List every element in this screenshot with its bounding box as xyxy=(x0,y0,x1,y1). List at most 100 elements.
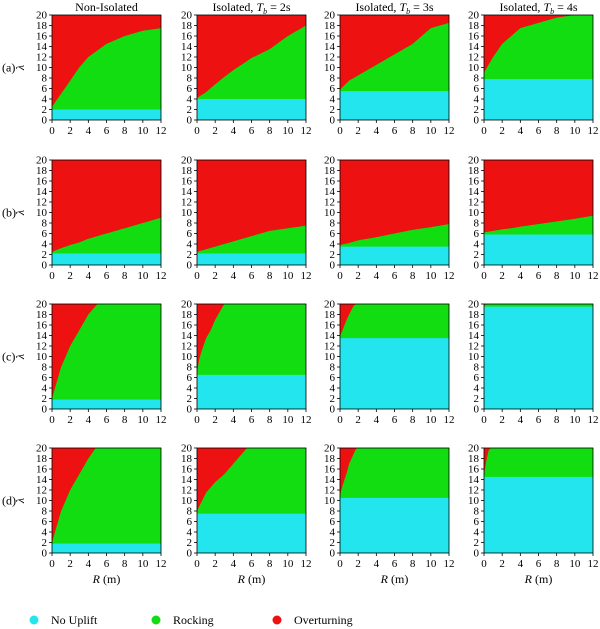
no-uplift-region xyxy=(52,253,161,265)
x-tick-label: 10 xyxy=(282,270,294,282)
x-tick-label: 12 xyxy=(301,125,312,137)
y-tick-label: 18 xyxy=(324,453,336,465)
no-uplift-region xyxy=(340,246,449,265)
x-tick-label: 2 xyxy=(212,558,218,570)
y-tick-label: 16 xyxy=(324,176,336,188)
y-tick-label: 2 xyxy=(42,393,48,405)
y-tick-label: 10 xyxy=(36,62,48,74)
y-tick-label: 2 xyxy=(474,249,480,261)
no-uplift-region xyxy=(197,513,306,553)
x-tick-label: 8 xyxy=(410,270,416,282)
legend-marker-rocking xyxy=(151,615,161,625)
y-tick-label: 20 xyxy=(181,443,193,455)
y-tick-label: 18 xyxy=(36,165,48,177)
y-tick-label: 12 xyxy=(181,341,192,353)
x-tick-label: 8 xyxy=(410,558,416,570)
overturning-region xyxy=(52,448,161,543)
x-tick-label: 10 xyxy=(137,125,149,137)
x-tick-label: 12 xyxy=(301,414,312,426)
y-tick-label: 10 xyxy=(181,495,193,507)
y-tick-label: 20 xyxy=(324,10,336,22)
x-tick-label: 12 xyxy=(444,414,455,426)
x-tick-label: 10 xyxy=(282,558,294,570)
y-tick-label: 6 xyxy=(42,83,48,95)
x-tick-label: 8 xyxy=(410,125,416,137)
y-tick-label: 18 xyxy=(181,309,193,321)
y-tick-label: 10 xyxy=(468,207,480,219)
x-tick-label: 6 xyxy=(392,125,398,137)
y-tick-label: 0 xyxy=(187,260,193,272)
x-tick-label: 6 xyxy=(536,558,542,570)
y-tick-label: 6 xyxy=(187,83,193,95)
legend-label-overturning: Overturning xyxy=(294,613,353,627)
y-tick-label: 12 xyxy=(468,341,479,353)
x-tick-label: 0 xyxy=(481,558,487,570)
y-tick-label: 6 xyxy=(474,83,480,95)
x-tick-label: 2 xyxy=(499,414,505,426)
y-tick-label: 14 xyxy=(36,186,48,198)
y-tick-label: 20 xyxy=(324,443,336,455)
overturning-region xyxy=(484,15,593,73)
x-tick-label: 10 xyxy=(569,414,581,426)
y-tick-label: 16 xyxy=(468,464,480,476)
y-tick-label: 4 xyxy=(187,527,193,539)
x-tick-label: 12 xyxy=(156,270,167,282)
x-axis-label: R (m) xyxy=(92,572,121,586)
x-tick-label: 0 xyxy=(481,270,487,282)
x-tick-label: 10 xyxy=(137,558,149,570)
x-tick-label: 2 xyxy=(355,270,361,282)
y-tick-label: 14 xyxy=(181,330,193,342)
no-uplift-region xyxy=(484,79,593,120)
y-tick-label: 0 xyxy=(474,404,480,416)
y-tick-label: 2 xyxy=(42,249,48,261)
x-tick-label: 2 xyxy=(67,270,73,282)
y-tick-label: 10 xyxy=(324,207,336,219)
overturning-region xyxy=(52,304,161,399)
y-tick-label: 14 xyxy=(36,41,48,53)
y-tick-label: 10 xyxy=(324,62,336,74)
legend-marker-overturning xyxy=(272,615,282,625)
y-tick-label: 20 xyxy=(36,299,48,311)
x-tick-label: 4 xyxy=(518,125,524,137)
y-tick-label: 4 xyxy=(474,383,480,395)
row-label: (d) xyxy=(2,494,16,508)
no-uplift-region xyxy=(340,338,449,409)
y-tick-label: 8 xyxy=(42,73,48,85)
y-tick-label: 10 xyxy=(36,495,48,507)
y-tick-label: 8 xyxy=(42,362,48,374)
y-tick-label: 14 xyxy=(181,186,193,198)
y-tick-label: 6 xyxy=(474,372,480,384)
y-tick-label: 2 xyxy=(330,393,336,405)
y-tick-label: 8 xyxy=(330,218,336,230)
y-tick-label: 8 xyxy=(474,506,480,518)
y-tick-label: 8 xyxy=(42,218,48,230)
y-tick-label: 4 xyxy=(187,383,193,395)
y-tick-label: 2 xyxy=(330,537,336,549)
x-tick-label: 4 xyxy=(374,270,380,282)
y-tick-label: 6 xyxy=(187,516,193,528)
y-axis-label: λ xyxy=(13,354,27,360)
y-tick-label: 18 xyxy=(36,20,48,32)
y-tick-label: 16 xyxy=(36,320,48,332)
y-tick-label: 12 xyxy=(324,485,335,497)
y-tick-label: 12 xyxy=(324,341,335,353)
y-tick-label: 14 xyxy=(181,474,193,486)
y-tick-label: 6 xyxy=(187,228,193,240)
x-tick-label: 12 xyxy=(588,414,599,426)
no-uplift-region xyxy=(484,306,593,409)
y-tick-label: 2 xyxy=(330,104,336,116)
x-tick-label: 10 xyxy=(282,414,294,426)
x-axis-label: R (m) xyxy=(380,572,409,586)
no-uplift-region xyxy=(484,476,593,553)
x-tick-label: 6 xyxy=(249,270,255,282)
overturning-region xyxy=(197,448,306,511)
y-tick-label: 0 xyxy=(42,404,48,416)
x-tick-label: 10 xyxy=(425,558,437,570)
x-tick-label: 8 xyxy=(554,125,560,137)
x-tick-label: 12 xyxy=(588,125,599,137)
column-title: Isolated, Tb = 3s xyxy=(355,0,433,16)
y-tick-label: 2 xyxy=(187,249,193,261)
overturning-region xyxy=(197,304,306,373)
